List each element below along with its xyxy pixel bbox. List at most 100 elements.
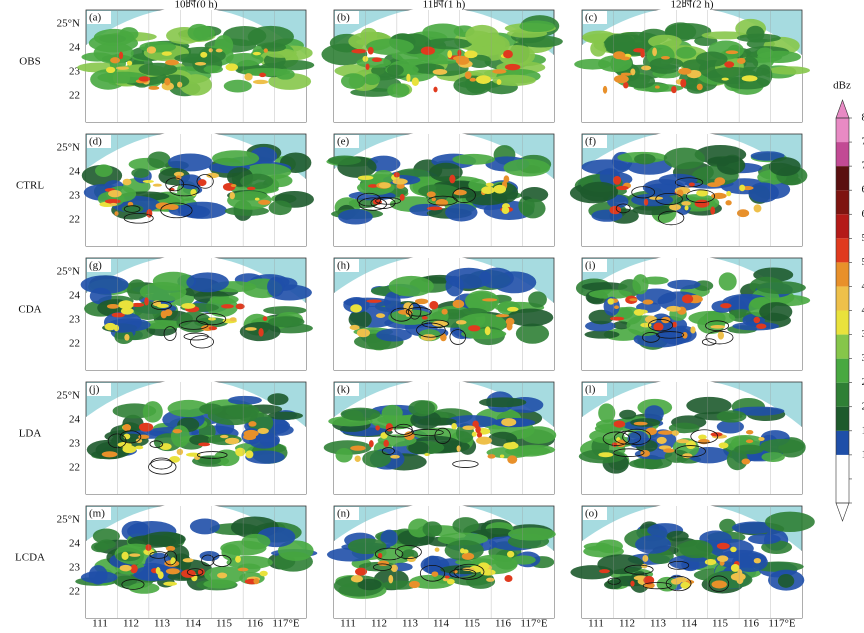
echo-core <box>442 577 449 582</box>
echo-core <box>602 85 608 94</box>
echo-core <box>643 198 649 206</box>
map-panel: (g) <box>80 255 313 371</box>
contour <box>705 320 730 331</box>
colorbar-tick-label: 30 <box>862 352 864 364</box>
echo-core <box>119 564 132 572</box>
echo-core <box>452 299 465 309</box>
echo-core <box>671 430 680 436</box>
echo-core <box>248 421 257 427</box>
contour <box>394 545 422 560</box>
echo-core <box>629 298 638 302</box>
echo-core <box>206 172 219 179</box>
echo-core <box>746 430 754 435</box>
echo <box>726 448 748 471</box>
echo <box>716 410 747 423</box>
echo <box>466 573 496 589</box>
colorbar-tick-label: 40 <box>862 304 864 316</box>
contour <box>421 319 450 328</box>
echo-core <box>408 580 420 589</box>
echo-core <box>753 204 762 213</box>
echo-core <box>506 322 513 331</box>
echo-core <box>110 57 121 64</box>
echo-core <box>676 439 690 444</box>
echo-core <box>177 81 183 88</box>
label-box <box>583 259 607 272</box>
echo-core <box>118 300 134 310</box>
echo <box>408 441 430 455</box>
echo <box>731 552 768 573</box>
echo-core <box>495 314 510 318</box>
contour <box>674 177 704 188</box>
column-header: 11时(1 h) <box>423 0 466 11</box>
contour <box>123 212 154 224</box>
echo-core <box>129 553 141 557</box>
lon-label: 115 <box>216 618 233 630</box>
echo-core <box>142 179 154 183</box>
echo-core <box>503 50 513 59</box>
contour <box>196 451 228 459</box>
contour <box>602 431 631 446</box>
echo-core <box>724 61 735 68</box>
echo <box>139 319 186 330</box>
echo-core <box>620 72 632 76</box>
echo-core <box>109 202 118 206</box>
colorbar-swatch <box>836 382 849 407</box>
echo <box>199 403 223 415</box>
contour <box>434 427 451 444</box>
echo-core <box>721 77 729 81</box>
lon-label: 116 <box>247 618 264 630</box>
echo <box>688 310 736 326</box>
echo-core <box>623 81 629 89</box>
echo-core <box>503 175 510 183</box>
echo-core <box>121 551 129 560</box>
contour <box>121 579 145 590</box>
echo <box>769 157 801 177</box>
echo-core <box>122 445 137 454</box>
echo-core <box>447 50 453 59</box>
colorbar-swatch <box>836 334 849 359</box>
lat-label: 25°N <box>57 266 80 278</box>
echo-core <box>145 544 152 551</box>
colorbar-unit: dBz <box>833 80 851 92</box>
echo-core <box>377 560 390 566</box>
echo-core <box>630 580 635 587</box>
echo-core <box>499 454 505 458</box>
echo-core <box>680 78 687 88</box>
echo-core <box>682 453 693 459</box>
echo-core <box>357 175 374 180</box>
echo-core <box>745 439 754 444</box>
echo <box>366 38 414 56</box>
colorbar-tick-label: 75 <box>862 136 864 148</box>
echo-core <box>464 50 478 59</box>
echo <box>769 66 811 75</box>
echo <box>604 33 636 55</box>
echo <box>424 38 473 50</box>
echo-core <box>365 63 370 70</box>
echo <box>203 65 223 74</box>
colorbar-swatch <box>836 238 849 263</box>
echo-core <box>146 46 157 54</box>
echo-core <box>496 79 502 85</box>
map-panel: (n) <box>327 503 556 619</box>
contour <box>375 197 402 205</box>
contour <box>411 428 444 436</box>
panel-label: (h) <box>337 260 350 272</box>
colorbar-swatch <box>836 430 849 455</box>
colorbar-tick-label: 55 <box>862 232 864 244</box>
panel-label: (c) <box>585 12 598 24</box>
lat-label: 23 <box>69 314 81 326</box>
echo-core <box>739 184 746 192</box>
echo-core <box>263 48 268 53</box>
echo <box>193 25 215 41</box>
echo-core <box>493 184 507 194</box>
echo-core <box>688 182 695 187</box>
echo-core <box>215 48 223 53</box>
panel-label: (k) <box>337 384 350 396</box>
contour <box>701 338 717 346</box>
contour <box>705 330 734 345</box>
echo-core <box>432 69 448 75</box>
lon-label: 114 <box>681 618 698 630</box>
echo-core <box>175 175 182 180</box>
echo <box>445 415 498 428</box>
echo-core <box>652 47 657 57</box>
